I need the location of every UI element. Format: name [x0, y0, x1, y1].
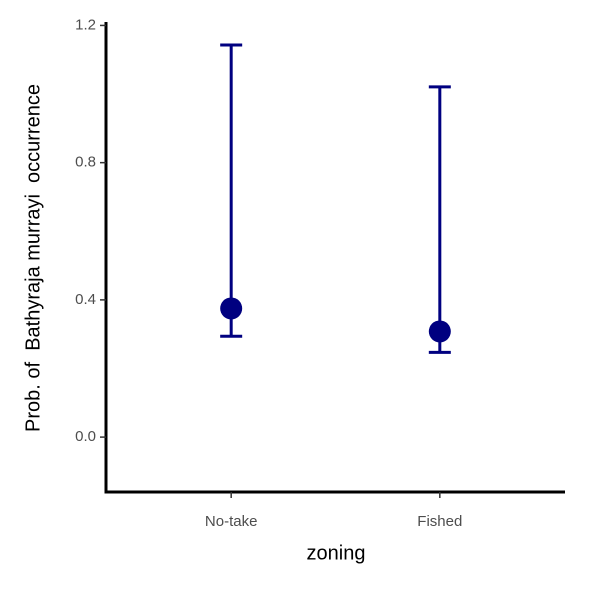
x-tick-label: No-take — [205, 513, 258, 530]
y-tick-label: 1.2 — [75, 16, 96, 33]
y-axis-title: Prob. of Bathyraja murrayi occurrence — [22, 84, 44, 432]
y-tick-label: 0.8 — [75, 154, 96, 171]
x-tick-label: Fished — [417, 513, 462, 530]
x-axis-title: zoning — [307, 542, 366, 564]
y-tick-label: 0.4 — [75, 291, 96, 308]
point — [220, 297, 243, 320]
point — [428, 320, 451, 343]
y-tick-label: 0.0 — [75, 428, 96, 445]
